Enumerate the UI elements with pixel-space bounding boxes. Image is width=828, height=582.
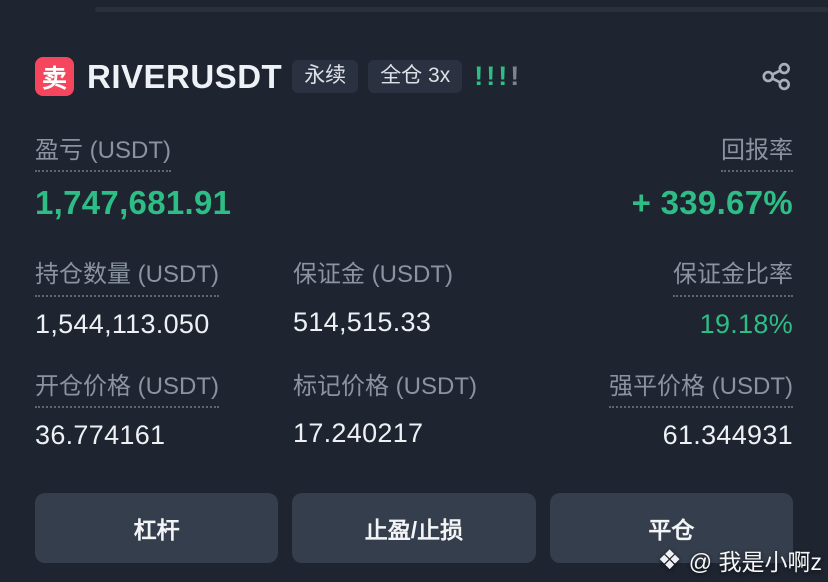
margin-ratio-label[interactable]: 保证金比率	[673, 262, 793, 297]
pnl-label[interactable]: 盈亏 (USDT)	[35, 137, 171, 173]
watermark: ❖ @ 我是小啊z	[658, 543, 822, 577]
entry-price-label[interactable]: 开仓价格 (USDT)	[35, 373, 219, 409]
stats-row: 开仓价格 (USDT) 36.774161 标记价格 (USDT) 17.240…	[35, 372, 793, 451]
margin-label: 保证金 (USDT)	[293, 261, 453, 289]
stats-row: 持仓数量 (USDT) 1,544,113.050 保证金 (USDT) 514…	[35, 262, 793, 339]
position-size-cell: 持仓数量 (USDT) 1,544,113.050	[35, 262, 293, 339]
symbol-title: RIVERUSDT	[87, 57, 283, 95]
alert-marks: !!!!	[474, 63, 522, 90]
sell-side-badge: 卖	[35, 57, 74, 96]
top-divider	[95, 7, 828, 12]
margin-ratio-cell: 保证金比率 19.18%	[673, 262, 793, 339]
alert-mark: !	[498, 61, 511, 91]
tp-sl-button[interactable]: 止盈/止损	[292, 493, 536, 564]
position-size-value: 1,544,113.050	[35, 308, 210, 339]
watermark-text: @ 我是小啊z	[688, 549, 822, 575]
mark-price-value: 17.240217	[293, 418, 424, 449]
entry-price-cell: 开仓价格 (USDT) 36.774161	[35, 373, 293, 451]
share-icon[interactable]	[760, 60, 793, 93]
liq-price-label[interactable]: 强平价格 (USDT)	[609, 373, 793, 409]
alert-mark: !	[474, 61, 487, 91]
close-position-button[interactable]: 平仓	[549, 493, 793, 564]
action-button-bar: 杠杆 止盈/止损 平仓	[35, 493, 793, 564]
liq-price-value: 61.344931	[662, 420, 793, 451]
perpetual-badge: 永续	[292, 59, 359, 94]
entry-price-value: 36.774161	[35, 420, 166, 451]
position-header: 卖 RIVERUSDT 永续 全仓 3x !!!!	[35, 0, 793, 96]
position-size-label[interactable]: 持仓数量 (USDT)	[35, 262, 219, 297]
margin-value: 514,515.33	[293, 306, 432, 337]
binance-diamond-icon: ❖	[657, 544, 682, 575]
margin-cell: 保证金 (USDT) 514,515.33	[293, 262, 673, 337]
pnl-value: 1,747,681.91	[35, 184, 232, 222]
liq-price-cell: 强平价格 (USDT) 61.344931	[609, 373, 793, 451]
margin-mode-badge[interactable]: 全仓 3x	[368, 59, 463, 94]
alert-mark: !	[510, 61, 523, 91]
roe-value: + 339.67%	[631, 184, 793, 222]
mark-price-label: 标记价格 (USDT)	[293, 372, 477, 400]
leverage-button[interactable]: 杠杆	[35, 493, 279, 564]
alert-mark: !	[486, 61, 499, 91]
mark-price-cell: 标记价格 (USDT) 17.240217	[293, 372, 609, 449]
roe-label[interactable]: 回报率	[721, 137, 793, 173]
pnl-section: 盈亏 (USDT) 1,747,681.91 回报率 + 339.67%	[35, 137, 793, 222]
margin-ratio-value: 19.18%	[699, 308, 793, 339]
